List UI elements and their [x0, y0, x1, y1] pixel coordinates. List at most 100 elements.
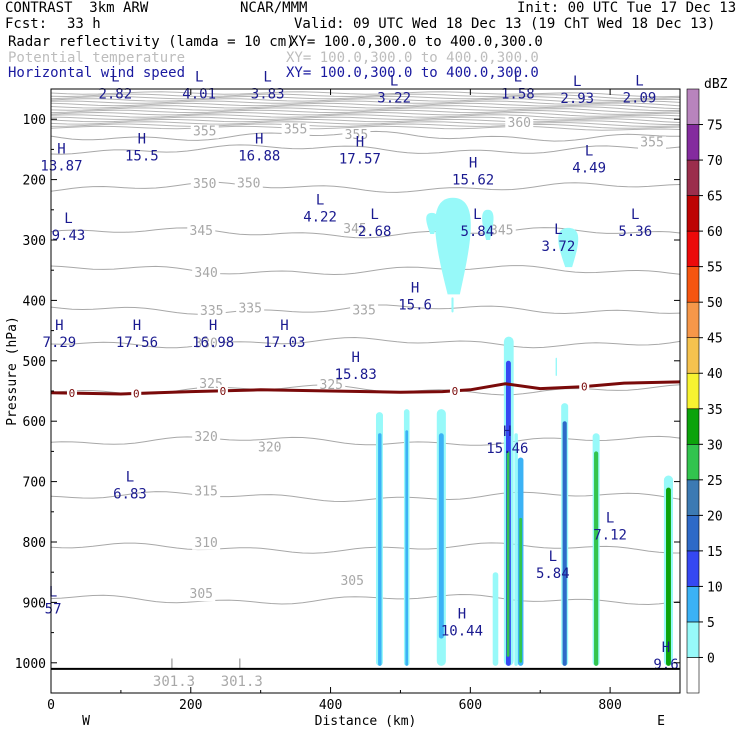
x-east-label: E: [657, 714, 665, 729]
theta-upper-line: [50, 116, 681, 123]
wind-extremum-marker: L: [635, 73, 643, 89]
freezing-label-bg: [131, 387, 142, 399]
reflectivity-cell: [666, 487, 671, 666]
wind-extremum-value: 7.12: [593, 528, 627, 544]
wind-extremum-value: 17.56: [116, 335, 158, 351]
wind-extremum-marker: L: [585, 143, 593, 159]
colorbar-tick-label: 60: [707, 225, 723, 240]
theta-contour-315: [50, 491, 681, 503]
x-tick-label: 400: [319, 698, 342, 713]
colorbar-swatch: [686, 479, 700, 516]
y-tick-label: 100: [23, 113, 46, 128]
wind-extremum-value: 4.22: [303, 209, 337, 225]
theta-label-bg: [190, 125, 219, 139]
theta-label-bg: [236, 302, 265, 316]
colorbar-tick-label: 75: [707, 119, 723, 134]
theta-label: 310: [194, 536, 217, 551]
wind-extremum-value: 15.5: [125, 148, 159, 164]
x-tick-label: 0: [47, 698, 55, 713]
theta-label-bg: [192, 266, 221, 280]
y-tick-label: 600: [23, 415, 46, 430]
wind-extremum-marker: H: [55, 318, 63, 334]
theta-label-bg: [192, 536, 221, 550]
y-tick-label: 500: [23, 355, 46, 370]
theta-upper-line: [50, 105, 681, 112]
colorbar-swatch: [686, 443, 700, 481]
theta-label: 345: [190, 224, 213, 239]
wind-extremum-marker: H: [280, 318, 288, 334]
wind-extremum-value: 2.68: [358, 224, 392, 240]
wind-extremum-marker: L: [126, 470, 134, 486]
wind-extremum-marker: H: [503, 424, 511, 440]
x-axis-label: Distance (km): [315, 714, 417, 729]
wind-extremum-marker: L: [549, 549, 557, 565]
organization: NCAR/MMM: [240, 0, 308, 16]
theta-label-bg: [341, 222, 370, 236]
field-3-xy: XY= 100.0,300.0 to 400.0,300.0: [286, 65, 539, 81]
theta-label: 330: [194, 337, 217, 352]
colorbar-swatch: [686, 337, 700, 374]
theta-contour-350: [50, 181, 681, 193]
theta-upper-line: [50, 95, 681, 102]
wind-extremum-marker: H: [57, 142, 65, 158]
x-west-label: W: [82, 714, 90, 729]
wind-extremum-marker: H: [138, 131, 146, 147]
theta-label-bg: [192, 485, 221, 499]
theta-label-bg: [255, 441, 284, 455]
field-2-xy: XY= 100.0,300.0 to 400.0,300.0: [286, 50, 539, 66]
wind-extremum-value: 15.83: [335, 367, 377, 383]
theta-label: 360: [508, 116, 531, 131]
theta-upper-line: [50, 114, 681, 120]
colorbar-tick-label: 70: [707, 154, 723, 169]
theta-contour-320: [50, 435, 681, 446]
theta-label: 320: [194, 430, 217, 445]
wind-extremum-marker: H: [458, 607, 466, 623]
freezing-label-bg: [217, 384, 228, 396]
wind-extremum-marker: H: [411, 280, 419, 296]
wind-extremum-marker: H: [209, 318, 217, 334]
wind-extremum-value: 15.62: [452, 172, 494, 188]
x-tick-label: 800: [598, 698, 621, 713]
theta-label: 335: [238, 301, 261, 316]
colorbar-tick-label: 25: [707, 474, 723, 489]
theta-label-bg: [338, 574, 367, 588]
colorbar-tick-label: 15: [707, 545, 723, 560]
wind-extremum-value: 10.44: [441, 624, 483, 640]
wind-extremum-value: 16.88: [238, 148, 280, 164]
wind-extremum-value: 2.93: [560, 91, 594, 107]
reflectivity-cell: [555, 357, 557, 376]
theta-label: 355: [345, 128, 368, 143]
wind-extremum-marker: L: [316, 192, 324, 208]
surface-theta-value: 301.3: [221, 674, 263, 690]
colorbar-unit: dBZ: [704, 77, 728, 92]
wind-extremum-value: 3.22: [377, 90, 411, 106]
theta-label: 335: [200, 304, 223, 319]
y-tick-label: 300: [23, 234, 46, 249]
theta-label-bg: [350, 304, 379, 318]
theta-label-bg: [342, 129, 371, 143]
wind-extremum-marker: L: [631, 207, 639, 223]
wind-extremum-value: 6.83: [113, 487, 147, 503]
theta-upper-line: [50, 121, 681, 127]
reflectivity-cell: [519, 517, 523, 663]
wind-extremum-marker: H: [469, 155, 477, 171]
surface-theta-marker: L: [170, 657, 178, 673]
freezing-level-label: 0: [220, 385, 227, 398]
init-time: Init: 00 UTC Tue 17 Dec 13: [517, 0, 737, 16]
theta-label: 340: [194, 266, 217, 281]
theta-label-bg: [187, 588, 216, 602]
theta-label: 335: [352, 303, 375, 318]
colorbar-swatch: [686, 372, 700, 410]
theta-label: 305: [340, 574, 363, 589]
freezing-level-label: 0: [69, 387, 76, 400]
theta-label-bg: [192, 337, 221, 351]
wind-extremum-value: 5.84: [460, 224, 494, 240]
wind-extremum-value: 9.6: [653, 657, 678, 673]
wind-extremum-marker: L: [370, 207, 378, 223]
forecast-hour: 33 h: [67, 16, 101, 32]
theta-label-bg: [505, 117, 534, 131]
colorbar-swatch: [686, 657, 700, 694]
y-axis-label: Pressure (hPa): [5, 316, 20, 426]
wind-extremum-value: 9.43: [52, 228, 86, 244]
reflectivity-cell: [378, 433, 382, 666]
